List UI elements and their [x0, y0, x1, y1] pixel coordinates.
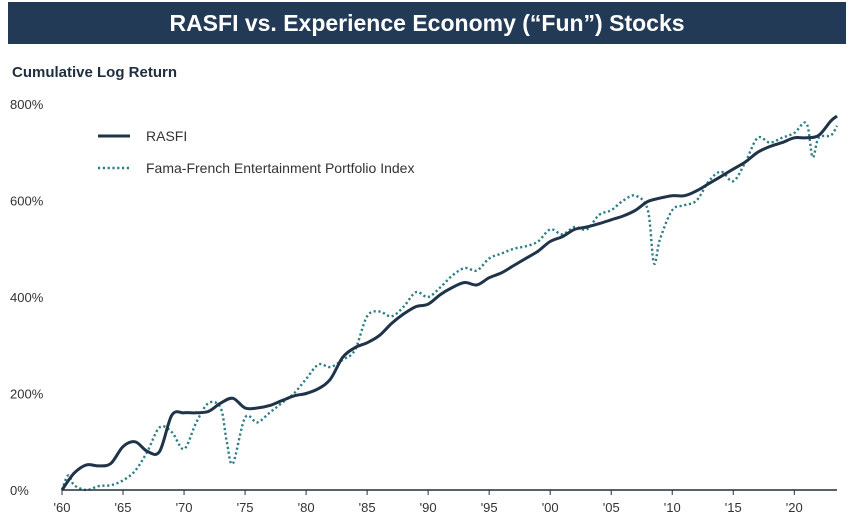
series-line-rasfi [60, 114, 838, 491]
legend-label: RASFI [146, 128, 187, 144]
x-tick-label: '85 [359, 500, 376, 515]
x-tick-label: '60 [54, 500, 71, 515]
x-tick-label: '65 [115, 500, 132, 515]
x-tick-label: '20 [786, 500, 803, 515]
legend-label: Fama-French Entertainment Portfolio Inde… [146, 160, 414, 176]
y-tick-label: 400% [10, 290, 44, 305]
x-tick-label: '15 [725, 500, 742, 515]
y-axis-label: Cumulative Log Return [12, 64, 178, 81]
x-tick-label: '95 [481, 500, 498, 515]
x-tick-group: '60 '65 '70 '75 '80 '85 '90 '95 '00 '05 '10 '15 '20 [54, 490, 803, 515]
x-tick-label: '70 [176, 500, 193, 515]
x-tick-label: '10 [664, 500, 681, 515]
x-tick-label: '90 [420, 500, 437, 515]
chart-title: RASFI vs. Experience Economy (“Fun”) Sto… [8, 2, 846, 44]
x-tick-label: '00 [542, 500, 559, 515]
legend: RASFI Fama-French Entertainment Portfolio… [98, 128, 414, 176]
x-tick-label: '75 [237, 500, 254, 515]
series-group [60, 114, 839, 492]
y-tick-label: 600% [10, 194, 44, 209]
y-tick-label: 0% [10, 483, 29, 498]
y-tick-label: 200% [10, 387, 44, 402]
y-tick-group: 0% 200% 400% 600% 800% [10, 97, 44, 498]
x-tick-label: '05 [603, 500, 620, 515]
x-tick-label: '80 [298, 500, 315, 515]
y-tick-label: 800% [10, 97, 44, 112]
